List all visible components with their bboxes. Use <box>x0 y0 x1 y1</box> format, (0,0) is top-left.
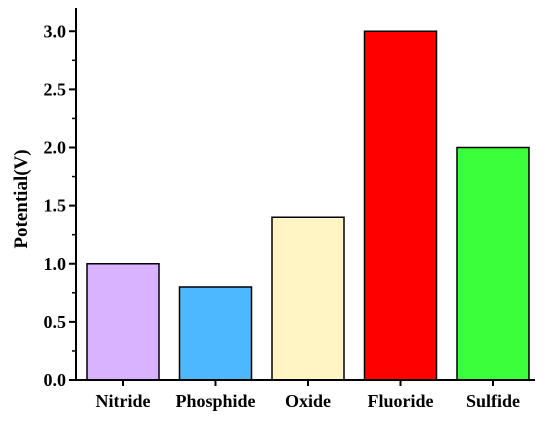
x-axis-ticks: Nitride Phosphide Oxide Fluoride Sulfide <box>96 380 520 411</box>
y-axis-ticks: 0.0 0.5 1.0 1.5 2.0 2.5 3.0 <box>44 21 76 390</box>
y-tick-label: 1.5 <box>44 196 67 216</box>
x-tick-label: Sulfide <box>466 391 520 411</box>
y-tick-label: 2.0 <box>44 138 67 158</box>
y-tick-label: 1.0 <box>44 254 67 274</box>
y-tick-label: 3.0 <box>44 21 67 41</box>
bar-nitride <box>86 263 160 381</box>
bar-phosphide <box>178 286 253 381</box>
y-tick-label: 2.5 <box>44 79 67 99</box>
bar-sulfide <box>456 146 530 381</box>
bars-group <box>86 30 530 381</box>
x-tick-label: Fluoride <box>368 391 434 411</box>
x-tick-label: Nitride <box>96 391 151 411</box>
x-tick-label: Phosphide <box>175 391 255 411</box>
y-tick-label: 0.0 <box>44 370 67 390</box>
y-tick-label: 0.5 <box>44 312 67 332</box>
bar-oxide <box>271 216 345 381</box>
y-axis-title: Potential(V) <box>11 149 32 248</box>
x-tick-label: Oxide <box>285 391 331 411</box>
bar-fluoride <box>363 30 438 381</box>
